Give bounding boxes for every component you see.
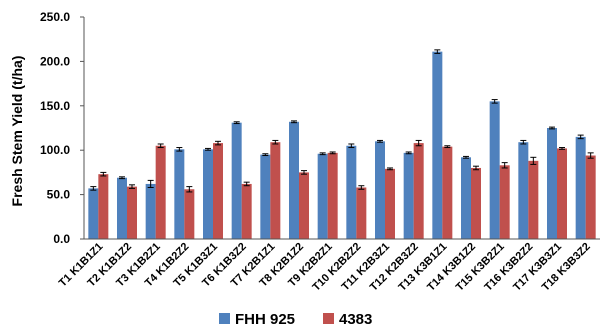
bar-4383	[155, 145, 166, 239]
y-tick-label: 150.0	[40, 99, 70, 113]
legend-label-fhh925: FHH 925	[235, 311, 295, 328]
bar-fhh925	[231, 122, 242, 239]
legend: FHH 925 4383	[219, 311, 372, 328]
bar-4383	[356, 187, 367, 239]
bar-fhh925	[518, 142, 529, 239]
y-axis-title: Fresh Stem Yield (t/ha)	[9, 56, 25, 207]
bar-fhh925	[289, 121, 299, 239]
bar-fhh925	[575, 136, 586, 239]
y-tick-label: 200.0	[40, 54, 70, 68]
bar-fhh925	[317, 153, 328, 239]
bar-4383	[528, 160, 539, 239]
bar-4383	[184, 189, 195, 239]
legend-swatch-fhh925	[219, 313, 230, 324]
bar-4383	[413, 143, 424, 239]
bar-4383	[499, 165, 510, 239]
bar-fhh925	[375, 141, 385, 239]
bar-fhh925	[203, 149, 213, 239]
legend-swatch-4383	[323, 313, 334, 324]
bar-series	[88, 51, 596, 239]
bar-fhh925	[403, 152, 414, 239]
y-tick-label: 50.0	[47, 188, 71, 202]
bar-fhh925	[260, 154, 271, 239]
bar-fhh925	[145, 183, 156, 239]
bar-4383	[327, 152, 338, 239]
bar-fhh925	[461, 157, 471, 239]
bar-fhh925	[432, 51, 443, 239]
bar-fhh925	[547, 128, 557, 239]
bar-4383	[241, 183, 252, 239]
bar-fhh925	[174, 149, 185, 239]
bar-4383	[557, 148, 567, 239]
bar-4383	[213, 143, 223, 239]
bar-4383	[299, 172, 309, 239]
bar-4383	[585, 155, 596, 239]
y-tick-label: 100.0	[40, 143, 70, 157]
error-bars	[90, 49, 594, 193]
bar-4383	[98, 174, 109, 239]
y-tick-label: 0.0	[53, 232, 70, 246]
bar-fhh925	[346, 145, 357, 239]
y-tick-label: 250.0	[40, 10, 70, 24]
bar-4383	[270, 142, 281, 239]
bar-fhh925	[117, 177, 127, 239]
bar-4383	[127, 186, 137, 239]
bar-4383	[442, 146, 453, 239]
bar-fhh925	[88, 188, 99, 239]
bar-4383	[385, 168, 395, 239]
bar-fhh925	[489, 101, 500, 239]
y-axis-ticks: 0.0 50.0 100.0 150.0 200.0 250.0	[40, 10, 84, 246]
bar-4383	[471, 167, 481, 239]
legend-label-4383: 4383	[339, 311, 372, 328]
